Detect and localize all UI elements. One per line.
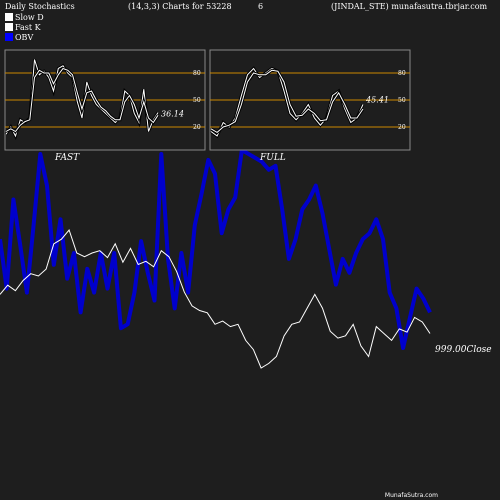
y-tick-label: 50: [398, 97, 406, 104]
panel-name-label: FAST: [54, 153, 80, 163]
symbol-and-site: (JINDAL_STE) munafasutra.tbrjar.com: [331, 2, 488, 11]
panel-name-label: FULL: [259, 153, 286, 163]
legend-slow-d: Slow D: [5, 13, 44, 22]
y-tick-label: 20: [193, 124, 201, 131]
current-value-label: 45.41: [365, 96, 389, 105]
slow-d-line: [210, 69, 364, 134]
header-number: 6: [258, 2, 264, 11]
legend-swatch: [5, 33, 13, 41]
obv-series-line: [0, 148, 432, 350]
legend-swatch: [5, 23, 13, 31]
legend-swatch: [5, 13, 13, 21]
full-stochastic-panel: 20 50 80 45.41 FULL: [209, 49, 411, 163]
fast-stochastic-panel: 20 50 80 36.14 FAST: [4, 49, 206, 163]
footer-brand: MunafaSutra.com: [384, 492, 438, 499]
y-tick-label: 50: [193, 97, 201, 104]
legend-fast-k: Fast K: [5, 23, 41, 32]
close-price-label: 999.00Close: [435, 345, 492, 355]
y-tick-label: 80: [398, 70, 406, 77]
slow-d-line: [5, 67, 159, 133]
y-tick-label: 80: [193, 70, 201, 77]
current-value-label: 36.14: [161, 110, 184, 119]
close-price-line: [0, 228, 431, 369]
y-tick-label: 20: [398, 124, 406, 131]
indicator-params: (14,3,3) Charts for 53228: [128, 2, 232, 11]
indicator-title: Daily Stochastics: [5, 2, 75, 11]
legend-obv: OBV: [5, 33, 33, 42]
